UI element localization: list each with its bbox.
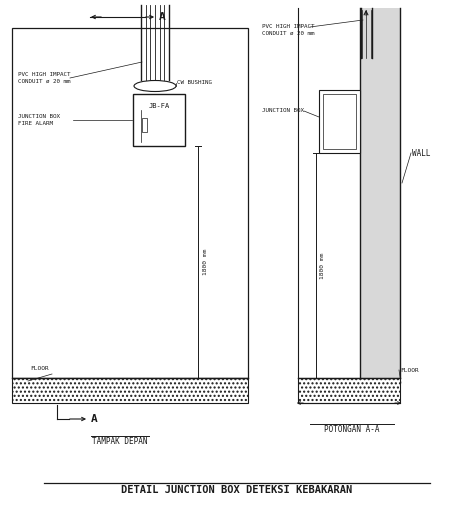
Bar bbox=[360, 8, 400, 378]
Text: 1800 mm: 1800 mm bbox=[320, 252, 325, 279]
Bar bbox=[319, 90, 360, 153]
Text: A: A bbox=[159, 12, 166, 22]
Text: TAMPAK DEPAN: TAMPAK DEPAN bbox=[92, 437, 148, 446]
Text: FLOOR: FLOOR bbox=[400, 368, 419, 373]
Bar bbox=[12, 378, 248, 403]
Bar bbox=[323, 94, 356, 149]
Text: 1800 mm: 1800 mm bbox=[203, 249, 208, 275]
Text: DETAIL JUNCTION BOX DETEKSI KEBAKARAN: DETAIL JUNCTION BOX DETEKSI KEBAKARAN bbox=[121, 485, 353, 495]
Text: WALL: WALL bbox=[412, 149, 430, 157]
Bar bbox=[133, 94, 185, 146]
Ellipse shape bbox=[134, 81, 176, 91]
Bar bbox=[12, 28, 248, 378]
Text: POTONGAN A-A: POTONGAN A-A bbox=[324, 425, 380, 434]
Text: PVC HIGH IMPACT
CONDUIT ø 20 mm: PVC HIGH IMPACT CONDUIT ø 20 mm bbox=[262, 24, 315, 35]
Text: FLOOR: FLOOR bbox=[30, 366, 49, 371]
Text: A: A bbox=[91, 414, 98, 424]
Bar bbox=[298, 378, 400, 403]
Text: PVC HIGH IMPACT
CONDUIT ø 20 mm: PVC HIGH IMPACT CONDUIT ø 20 mm bbox=[18, 72, 71, 84]
Text: CW BUSHING: CW BUSHING bbox=[177, 80, 212, 84]
Text: JB-FA: JB-FA bbox=[148, 103, 170, 109]
Text: JUNCTION BOX: JUNCTION BOX bbox=[262, 108, 304, 114]
Text: JUNCTION BOX
FIRE ALARM: JUNCTION BOX FIRE ALARM bbox=[18, 115, 60, 125]
Bar bbox=[142, 118, 147, 132]
